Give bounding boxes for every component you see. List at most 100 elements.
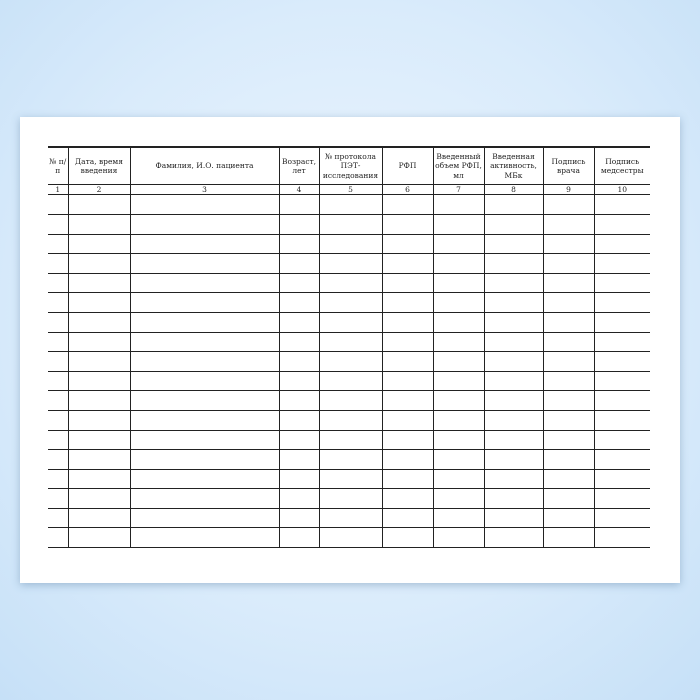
empty-cell — [278, 527, 320, 549]
empty-cell — [593, 527, 650, 549]
empty-cell — [593, 273, 650, 294]
column-header: Возраст, лет — [278, 146, 320, 185]
empty-cell — [432, 508, 485, 529]
empty-cell — [129, 488, 280, 509]
empty-cell — [129, 351, 280, 372]
empty-cell — [593, 390, 650, 411]
empty-cell — [278, 214, 320, 235]
table-row — [48, 194, 650, 215]
empty-cell — [318, 312, 383, 333]
empty-cell — [129, 312, 280, 333]
empty-cell — [318, 214, 383, 235]
empty-cell — [483, 488, 544, 509]
empty-cell — [483, 312, 544, 333]
empty-cell — [129, 508, 280, 529]
empty-cell — [67, 527, 131, 549]
empty-cell — [381, 273, 434, 294]
empty-cell — [542, 194, 595, 215]
empty-cell — [593, 312, 650, 333]
empty-cell — [67, 234, 131, 255]
empty-cell — [67, 214, 131, 235]
empty-cell — [542, 253, 595, 274]
empty-cell — [483, 194, 544, 215]
empty-cell — [381, 488, 434, 509]
empty-cell — [129, 390, 280, 411]
empty-cell — [593, 488, 650, 509]
column-number: 1 — [48, 184, 69, 196]
empty-cell — [593, 410, 650, 431]
empty-cell — [542, 332, 595, 353]
empty-cell — [483, 214, 544, 235]
column-header: Подпись врача — [542, 146, 595, 185]
empty-cell — [278, 488, 320, 509]
empty-cell — [381, 292, 434, 313]
empty-cell — [381, 371, 434, 392]
empty-cell — [48, 449, 69, 470]
empty-cell — [318, 332, 383, 353]
empty-cell — [432, 273, 485, 294]
empty-cell — [278, 273, 320, 294]
empty-cell — [593, 351, 650, 372]
empty-cell — [318, 234, 383, 255]
empty-cell — [542, 234, 595, 255]
empty-cell — [432, 488, 485, 509]
empty-cell — [48, 351, 69, 372]
column-number: 10 — [593, 184, 650, 196]
empty-cell — [318, 292, 383, 313]
empty-cell — [48, 527, 69, 549]
empty-cell — [67, 410, 131, 431]
table-row — [48, 508, 650, 529]
empty-cell — [67, 253, 131, 274]
empty-cell — [381, 312, 434, 333]
table-row — [48, 488, 650, 509]
empty-cell — [593, 332, 650, 353]
empty-cell — [593, 371, 650, 392]
table-row — [48, 410, 650, 431]
empty-cell — [381, 527, 434, 549]
empty-cell — [67, 390, 131, 411]
empty-cell — [278, 292, 320, 313]
empty-cell — [67, 273, 131, 294]
empty-cell — [432, 449, 485, 470]
empty-cell — [67, 312, 131, 333]
empty-cell — [278, 234, 320, 255]
table-row — [48, 390, 650, 411]
column-header: Подпись медсестры — [593, 146, 650, 185]
empty-cell — [278, 253, 320, 274]
empty-cell — [129, 449, 280, 470]
table-row — [48, 469, 650, 490]
empty-cell — [593, 508, 650, 529]
empty-cell — [67, 292, 131, 313]
empty-cell — [67, 194, 131, 215]
column-number: 3 — [129, 184, 280, 196]
empty-cell — [48, 253, 69, 274]
empty-cell — [67, 430, 131, 451]
column-number: 4 — [278, 184, 320, 196]
table-row — [48, 214, 650, 235]
empty-cell — [129, 332, 280, 353]
column-header: Введенный объем РФП, мл — [432, 146, 485, 185]
empty-cell — [318, 430, 383, 451]
empty-cell — [542, 390, 595, 411]
empty-cell — [48, 371, 69, 392]
empty-cell — [542, 410, 595, 431]
empty-cell — [483, 508, 544, 529]
empty-cell — [48, 469, 69, 490]
empty-cell — [483, 253, 544, 274]
empty-cell — [318, 488, 383, 509]
empty-cell — [278, 430, 320, 451]
empty-cell — [381, 194, 434, 215]
empty-cell — [432, 527, 485, 549]
empty-cell — [278, 508, 320, 529]
empty-cell — [48, 410, 69, 431]
empty-cell — [67, 332, 131, 353]
column-number: 8 — [483, 184, 544, 196]
table-row — [48, 430, 650, 451]
empty-cell — [542, 351, 595, 372]
empty-cell — [593, 449, 650, 470]
journal-page: № п/п Дата, время введения Фамилия, И.О. п… — [20, 117, 680, 583]
empty-cell — [432, 194, 485, 215]
empty-cell — [432, 292, 485, 313]
empty-cell — [48, 312, 69, 333]
empty-cell — [542, 469, 595, 490]
